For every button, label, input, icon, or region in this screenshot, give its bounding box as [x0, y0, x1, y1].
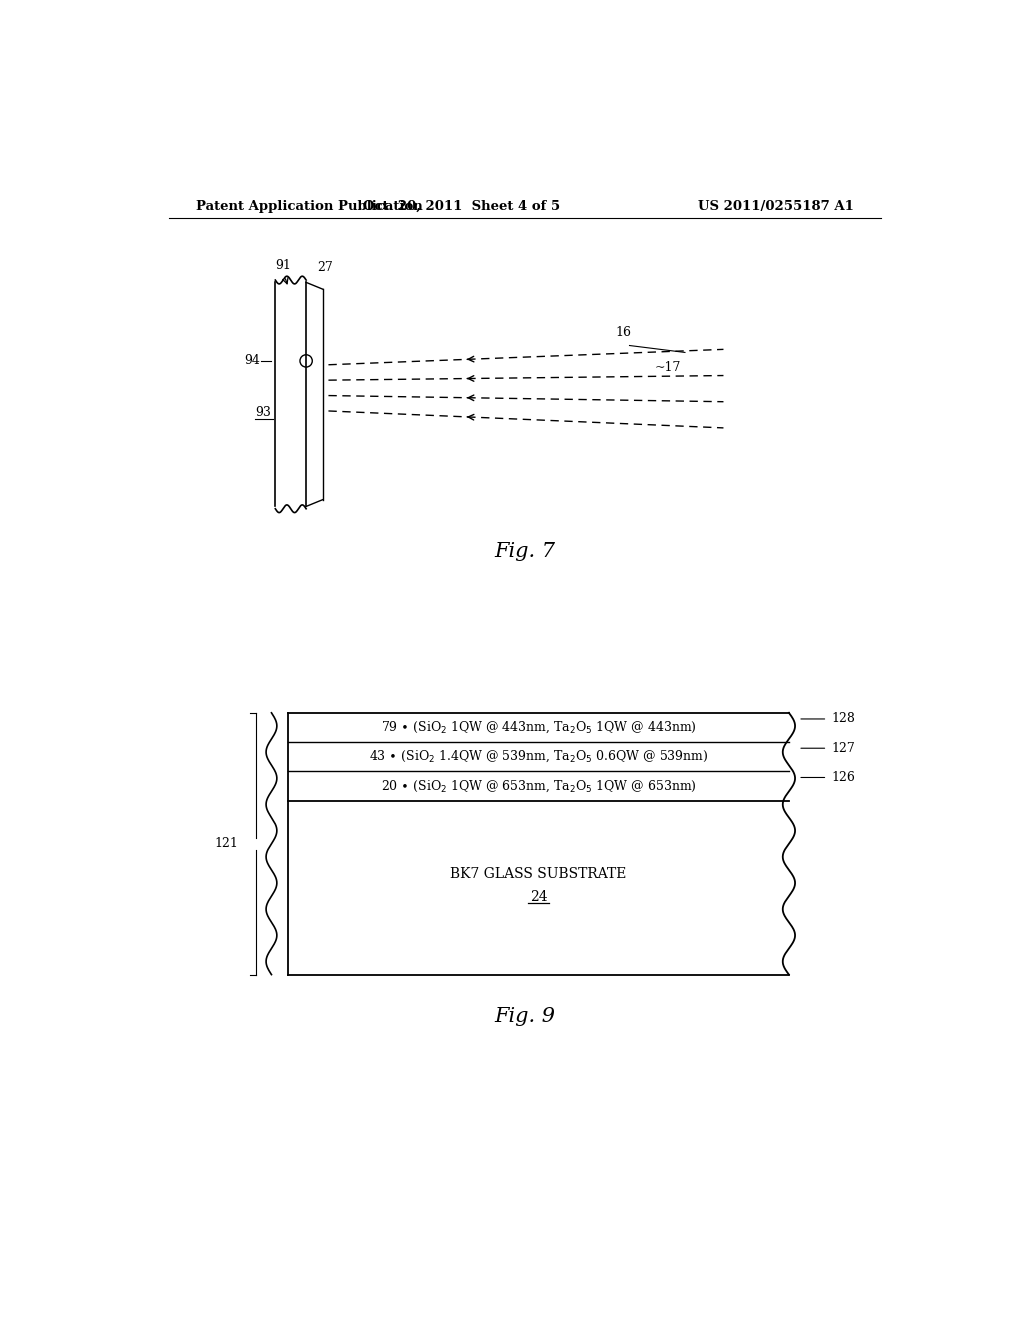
- Text: US 2011/0255187 A1: US 2011/0255187 A1: [698, 199, 854, 213]
- Text: 24: 24: [529, 890, 548, 904]
- Text: 127: 127: [831, 742, 855, 755]
- Text: 128: 128: [831, 713, 855, 726]
- Text: Oct. 20, 2011  Sheet 4 of 5: Oct. 20, 2011 Sheet 4 of 5: [364, 199, 560, 213]
- Text: 126: 126: [831, 771, 855, 784]
- Text: 121: 121: [214, 837, 239, 850]
- Text: Fig. 7: Fig. 7: [495, 541, 555, 561]
- Text: 20 $\bullet$ (SiO$_2$ 1QW @ 653nm, Ta$_2$O$_5$ 1QW @ 653nm): 20 $\bullet$ (SiO$_2$ 1QW @ 653nm, Ta$_2…: [381, 779, 696, 793]
- Text: 93: 93: [255, 407, 271, 418]
- Text: 91: 91: [275, 259, 291, 272]
- Text: 43 $\bullet$ (SiO$_2$ 1.4QW @ 539nm, Ta$_2$O$_5$ 0.6QW @ 539nm): 43 $\bullet$ (SiO$_2$ 1.4QW @ 539nm, Ta$…: [369, 748, 709, 764]
- Text: Patent Application Publication: Patent Application Publication: [196, 199, 423, 213]
- Text: ~17: ~17: [654, 362, 681, 375]
- Text: 79 $\bullet$ (SiO$_2$ 1QW @ 443nm, Ta$_2$O$_5$ 1QW @ 443nm): 79 $\bullet$ (SiO$_2$ 1QW @ 443nm, Ta$_2…: [381, 719, 696, 735]
- Text: 27: 27: [316, 261, 333, 275]
- Text: BK7 GLASS SUBSTRATE: BK7 GLASS SUBSTRATE: [451, 867, 627, 880]
- Text: Fig. 9: Fig. 9: [495, 1007, 555, 1027]
- Text: 16: 16: [615, 326, 632, 339]
- Text: 94: 94: [244, 354, 260, 367]
